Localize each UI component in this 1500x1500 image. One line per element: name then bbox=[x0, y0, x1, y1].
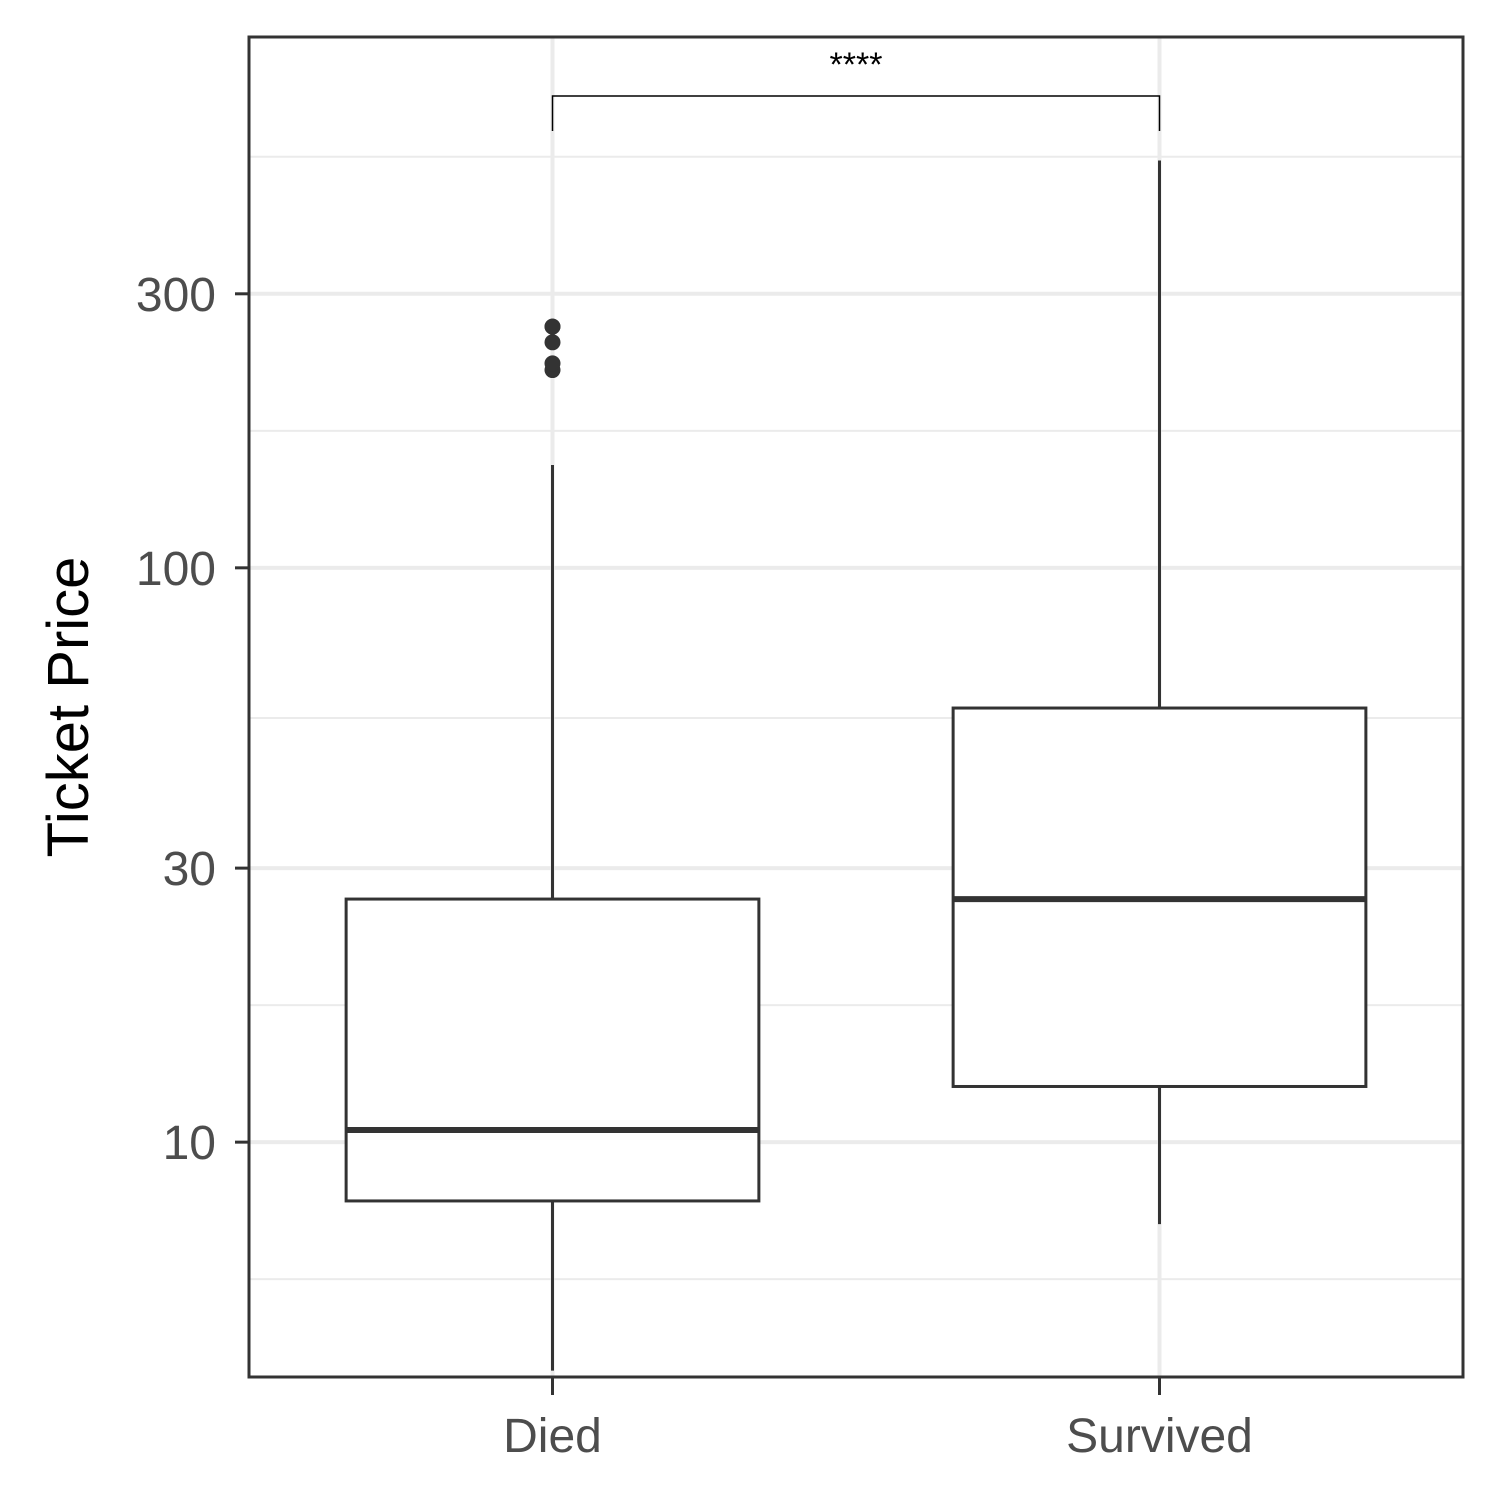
box-survived bbox=[951, 160, 1368, 1225]
axes: 10 30 100 300 Died Survived bbox=[136, 269, 1253, 1463]
outlier-point bbox=[544, 334, 561, 351]
y-axis-title: Ticket Price bbox=[36, 557, 101, 858]
y-tick-label: 100 bbox=[136, 543, 216, 596]
y-tick-label: 30 bbox=[163, 843, 216, 896]
significance-bracket: **** bbox=[551, 46, 1161, 131]
outlier-point bbox=[544, 318, 561, 335]
panel-border bbox=[247, 35, 1465, 1379]
outlier-point bbox=[544, 355, 561, 372]
bracket-line bbox=[551, 95, 1161, 131]
y-tick-label: 10 bbox=[163, 1117, 216, 1170]
boxes bbox=[344, 160, 1368, 1371]
box-iqr bbox=[344, 897, 761, 1203]
x-tick-label: Died bbox=[503, 1410, 602, 1463]
y-tick-label: 300 bbox=[136, 269, 216, 322]
significance-label: **** bbox=[830, 46, 883, 84]
box-died bbox=[344, 318, 761, 1371]
x-tick-label: Survived bbox=[1066, 1410, 1253, 1463]
